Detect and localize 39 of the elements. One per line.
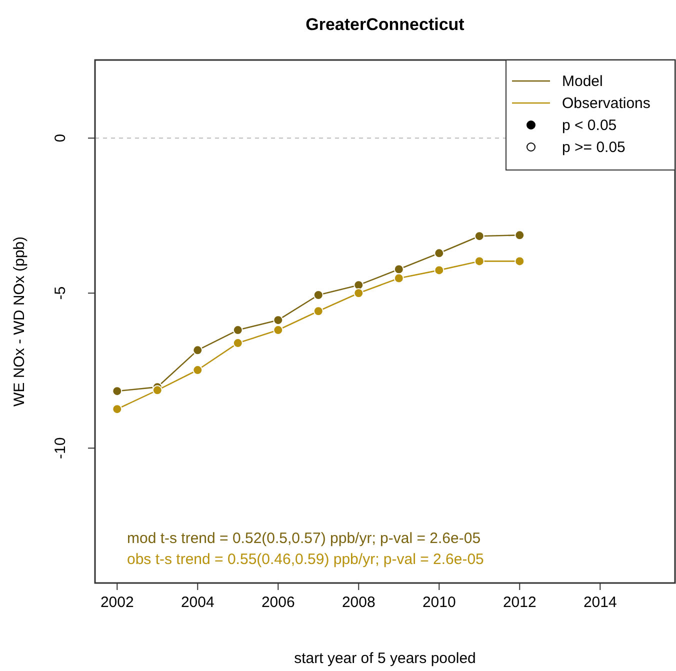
point: [273, 325, 284, 336]
x-tick-label: 2004: [180, 594, 214, 611]
annotation: p < 0.05: [562, 117, 617, 134]
chart-title: GreaterConnecticut: [306, 15, 465, 34]
y-tick-label: -10: [52, 437, 69, 459]
point: [112, 386, 122, 396]
x-tick-label: 2008: [342, 594, 376, 611]
point: [434, 265, 444, 276]
point: [474, 231, 484, 242]
y-tick-label: -5: [52, 286, 69, 300]
legend-label: Observations: [562, 95, 650, 112]
point: [232, 325, 243, 336]
x-tick-label: 2006: [261, 594, 295, 611]
x-tick-label: 2014: [583, 594, 617, 611]
annotation: obs t-s trend = 0.55(0.46,0.59) ppb/yr; p-val = 2.6e-05: [127, 551, 484, 568]
y-axis-title: WE NOx - WD NOx (ppb): [11, 236, 28, 407]
point: [474, 256, 484, 266]
x-tick-label: 2010: [422, 594, 456, 611]
point: [394, 273, 404, 284]
point: [313, 306, 324, 316]
annotation: p >= 0.05: [562, 139, 626, 156]
point: [514, 256, 525, 266]
y-tick-label: 0: [52, 134, 69, 142]
point: [434, 248, 444, 258]
point: [514, 230, 525, 240]
point: [192, 365, 203, 376]
x-axis-title: start year of 5 years pooled: [294, 650, 476, 667]
legend-label: Model: [562, 73, 603, 90]
x-tick-label: 2002: [100, 594, 134, 611]
point: [354, 288, 364, 298]
point: [313, 290, 324, 300]
x-tick-label: 2012: [502, 594, 536, 611]
point: [192, 345, 203, 356]
point: [112, 404, 122, 414]
annotation: mod t-s trend = 0.52(0.5,0.57) ppb/yr; p-val = 2.6e-05: [127, 530, 481, 547]
point: [394, 264, 404, 274]
point: [232, 338, 243, 348]
point: [152, 385, 162, 396]
point: [273, 315, 284, 326]
